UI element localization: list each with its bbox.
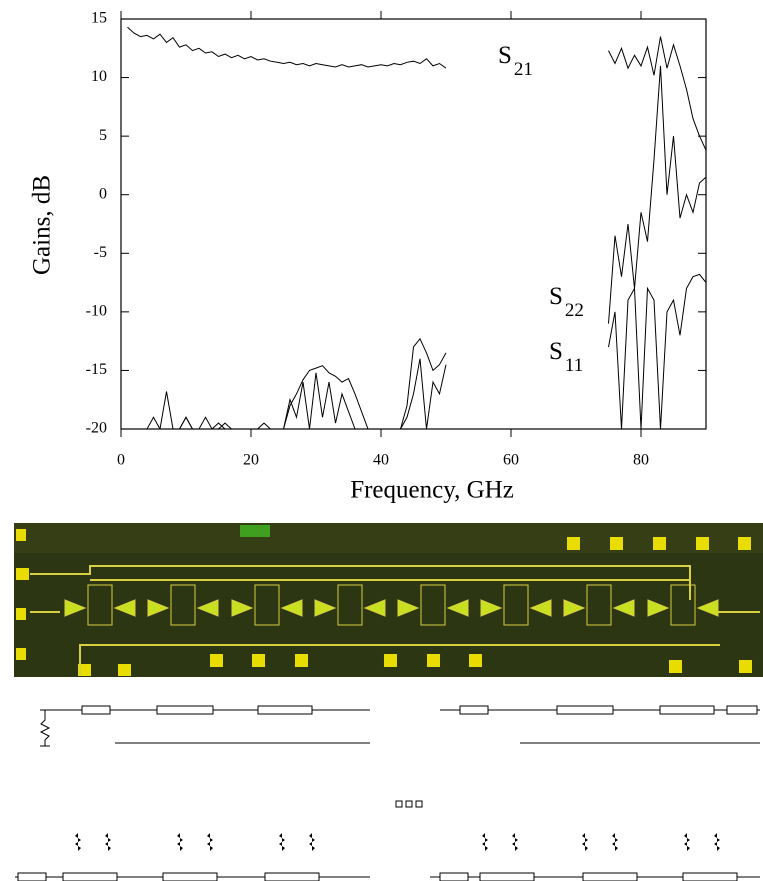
x-tick-label: 80 [633,452,649,469]
x-tick-label: 60 [503,452,519,469]
y-tick-label: -10 [86,303,107,320]
x-tick-label: 0 [117,452,125,469]
schematic [15,705,760,881]
series-line [127,26,706,151]
series-label: S21 [498,42,533,81]
y-tick-label: 10 [91,68,107,85]
y-tick-label: -5 [94,244,107,261]
x-axis-label: Frequency, GHz [350,477,514,504]
series-label: S22 [549,283,584,322]
y-tick-label: 15 [91,10,107,27]
plot-frame [120,18,707,430]
y-tick-label: -20 [86,420,107,437]
series-label: S11 [549,338,583,377]
die-photo [14,523,763,677]
axes: -20 -15 -10 -5 0 5 10 15 0 20 40 60 80 S21 S22 S11 [86,10,706,469]
y-tick-label: -15 [86,361,107,378]
series-line [121,65,706,429]
plot-area [121,26,706,429]
y-axis-label: Gains, dB [29,175,56,275]
x-tick-label: 20 [243,452,259,469]
series-line [121,273,706,429]
x-tick-label: 40 [373,452,389,469]
y-tick-label: 5 [99,127,107,144]
y-tick-label: 0 [99,185,107,202]
